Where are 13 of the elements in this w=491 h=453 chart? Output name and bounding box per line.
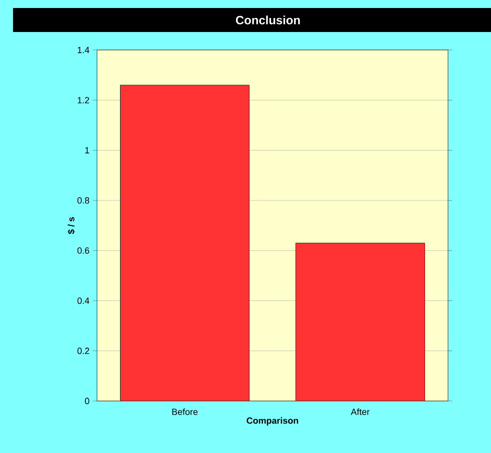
y-tick-label: 0 — [84, 398, 90, 404]
y-tick-label: 0.6 — [77, 247, 90, 254]
y-tick-label: 1.4 — [78, 46, 90, 54]
y-tick-label: 1.2 — [78, 96, 90, 104]
x-tick-label: After — [350, 408, 370, 416]
y-tick-label: 0.4 — [77, 298, 90, 304]
y-tick-label: 1 — [85, 147, 90, 154]
x-axis-title: Comparison — [246, 417, 298, 426]
x-tick-label: Before — [172, 408, 198, 416]
y-axis-title: $ / s — [68, 217, 75, 234]
y-tick-label: 0.8 — [77, 197, 90, 204]
y-tick-label: 0.2 — [77, 348, 90, 354]
chart-title: Conclusion — [236, 16, 300, 24]
